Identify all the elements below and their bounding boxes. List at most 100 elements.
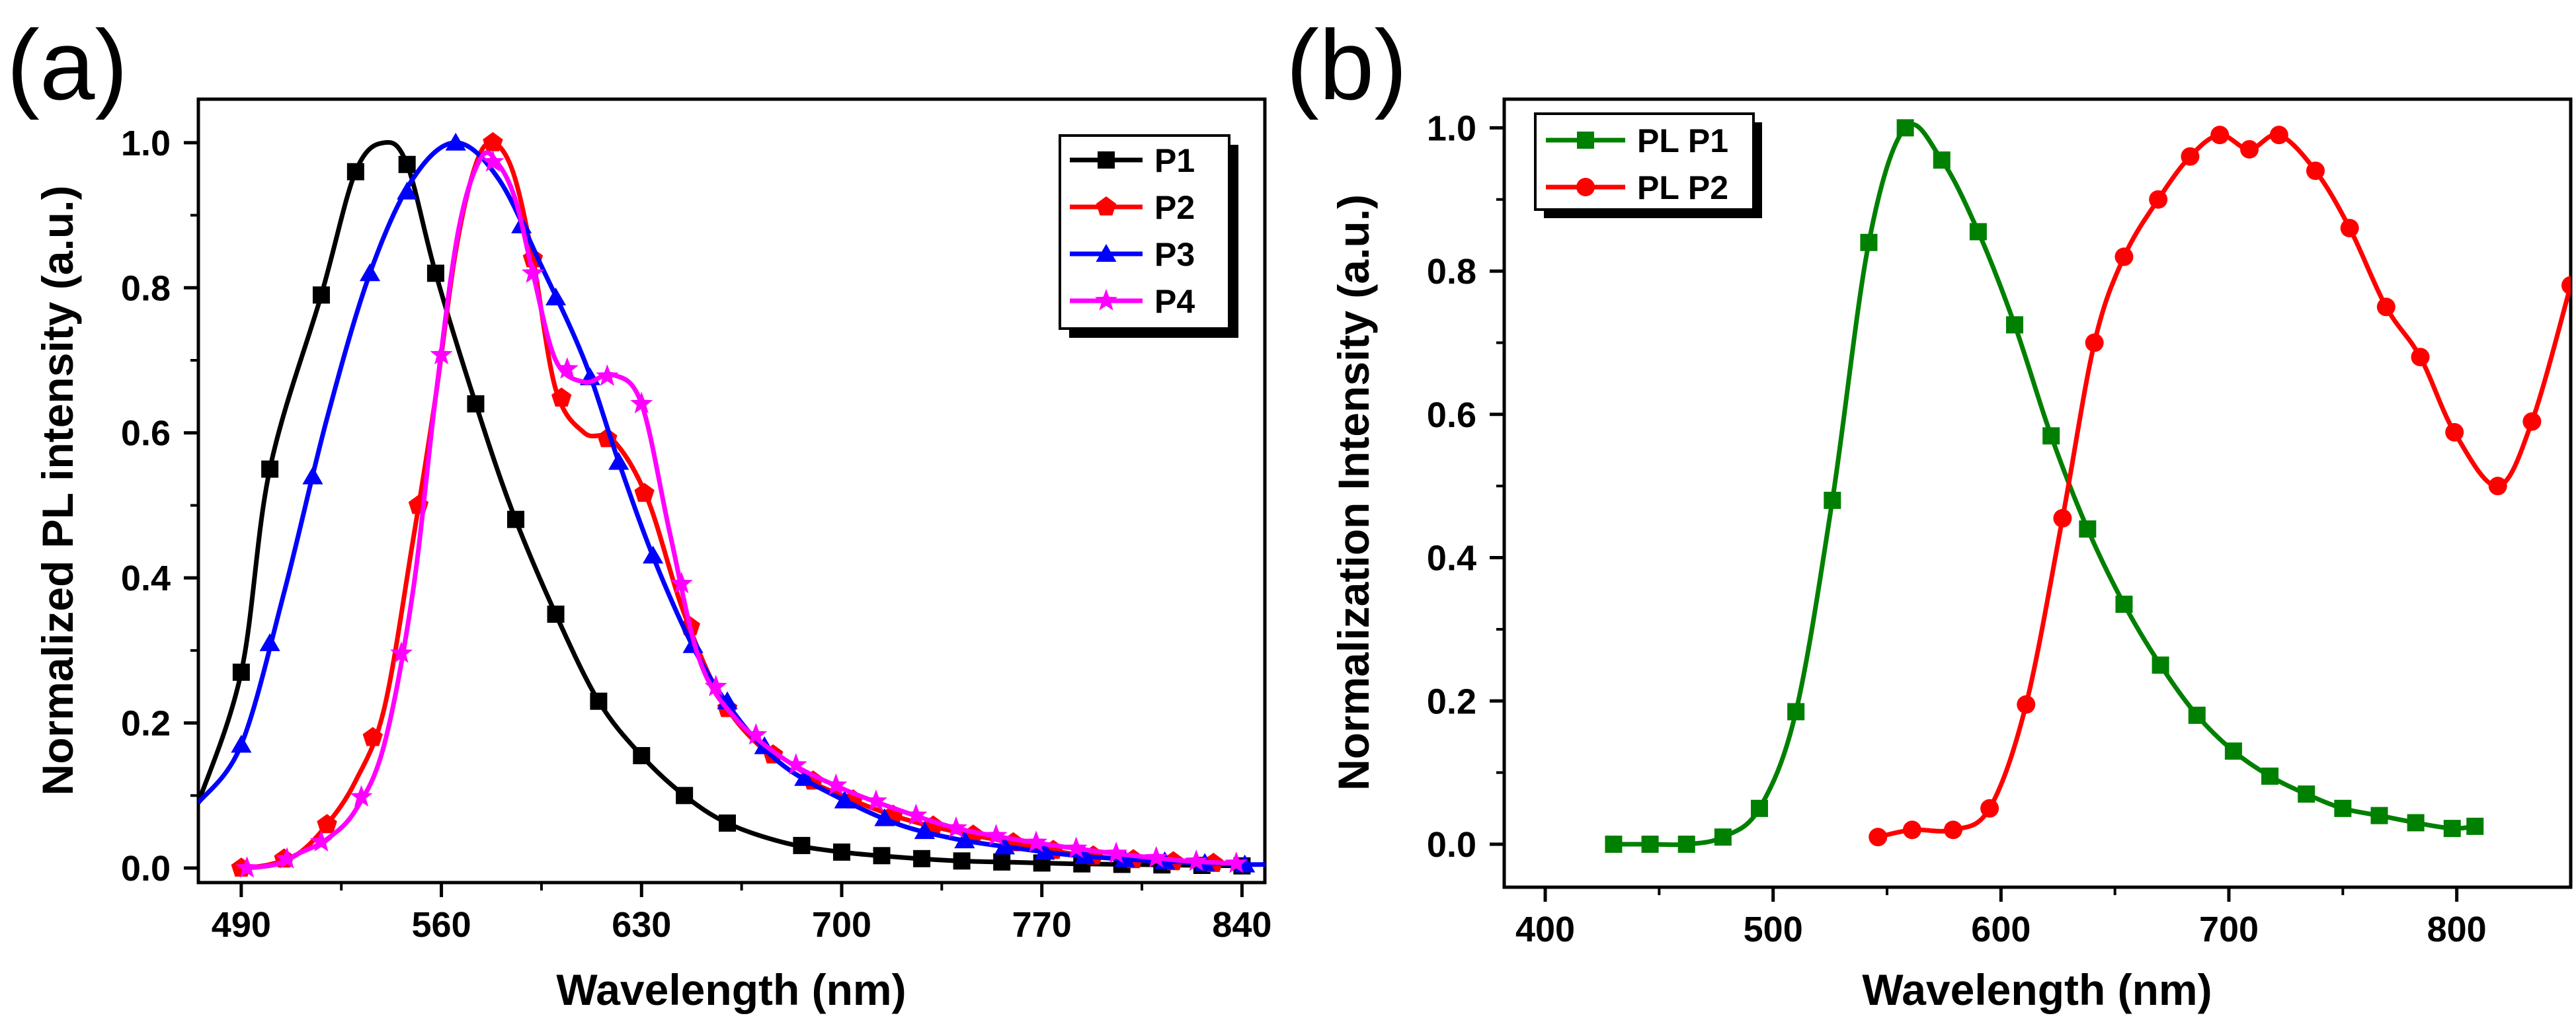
data-point-marker xyxy=(1185,850,1208,871)
data-point-marker xyxy=(676,787,694,805)
legend-marker xyxy=(1576,178,1595,196)
data-point-marker xyxy=(905,803,928,826)
data-point-marker xyxy=(312,286,330,304)
data-point-marker xyxy=(2376,297,2395,317)
data-point-marker xyxy=(2115,595,2133,613)
data-point-marker xyxy=(1943,820,1962,840)
data-point-marker xyxy=(643,545,664,564)
data-point-marker xyxy=(235,856,259,878)
data-point-marker xyxy=(2334,799,2352,817)
x-tick-label: 700 xyxy=(2199,910,2259,949)
y-tick-label: 0.4 xyxy=(1427,539,1476,578)
data-point-marker xyxy=(784,753,807,775)
data-point-marker xyxy=(2269,126,2288,145)
data-point-marker xyxy=(2466,817,2484,835)
data-point-marker xyxy=(2006,316,2024,334)
data-point-marker xyxy=(2445,422,2464,442)
data-point-marker xyxy=(913,850,931,867)
series-pl-p1 xyxy=(1605,119,2484,853)
data-point-marker xyxy=(1114,849,1135,867)
data-point-marker xyxy=(275,847,299,869)
data-point-marker xyxy=(2042,427,2060,445)
y-tick-label: 0.2 xyxy=(1427,682,1476,721)
legend-item: P3 xyxy=(1070,236,1195,273)
panel-b-chart: (b) 400 500 600 700 800 0.0 0.2 0.4 0.6 0.8 1.0 Wa… xyxy=(1286,9,2573,1014)
data-point-marker xyxy=(2240,139,2259,159)
data-point-marker xyxy=(2152,656,2169,674)
data-point-marker xyxy=(483,132,503,151)
y-tick-label: 0.0 xyxy=(1427,825,1476,865)
data-point-marker xyxy=(1145,846,1168,868)
y-tick-label: 0.6 xyxy=(121,414,171,454)
series-pl-p2 xyxy=(1869,126,2571,847)
data-point-marker xyxy=(745,723,768,745)
panel-b-label: (b) xyxy=(1286,9,1407,120)
data-point-marker xyxy=(1787,703,1805,721)
y-tick-label: 0.0 xyxy=(121,849,171,889)
data-point-marker xyxy=(231,734,252,753)
series-p4 xyxy=(235,150,1248,878)
data-point-marker xyxy=(993,853,1011,871)
x-tick-label: 490 xyxy=(212,905,271,945)
data-point-marker xyxy=(2085,333,2104,352)
data-point-marker xyxy=(1105,842,1128,863)
data-point-marker xyxy=(2306,161,2325,180)
legend-item: PL P2 xyxy=(1546,169,1728,206)
data-point-marker xyxy=(302,466,323,485)
y-tick-label: 1.0 xyxy=(121,124,171,163)
x-tick-label: 630 xyxy=(612,905,671,945)
data-point-marker xyxy=(1024,830,1048,852)
data-point-marker xyxy=(670,571,693,594)
panel-a-legend-box xyxy=(1059,134,1230,330)
data-point-marker xyxy=(1065,836,1088,858)
data-point-marker xyxy=(634,483,655,502)
data-point-marker xyxy=(994,836,1016,855)
data-point-marker xyxy=(430,342,453,365)
panel-a-y-axis-title: Normalized PL intensity (a.u.) xyxy=(33,186,82,796)
legend-item: PL P1 xyxy=(1546,122,1728,159)
legend-marker xyxy=(1096,244,1117,262)
data-point-marker xyxy=(630,391,653,414)
data-point-marker xyxy=(445,132,466,151)
data-point-marker xyxy=(1034,842,1055,860)
data-point-marker xyxy=(2298,785,2315,803)
data-point-marker xyxy=(2522,412,2542,431)
panel-a-chart: (a) 490 560 630 700 770 840 0.0 0.2 0.4 0.6 0.8 1.0… xyxy=(7,9,1271,1014)
data-point-marker xyxy=(914,821,935,840)
y-tick-label: 1.0 xyxy=(1427,108,1476,148)
legend-marker xyxy=(1098,151,1115,169)
data-point-marker xyxy=(832,843,850,861)
data-point-marker xyxy=(362,727,383,746)
legend-marker xyxy=(1577,132,1594,149)
data-point-marker xyxy=(2488,477,2507,496)
data-point-marker xyxy=(2340,219,2359,238)
data-point-marker xyxy=(346,163,364,180)
legend-label: PL P2 xyxy=(1637,169,1728,206)
data-point-marker xyxy=(232,663,250,681)
data-point-marker xyxy=(2411,348,2430,367)
y-tick-label: 0.6 xyxy=(1427,395,1476,435)
data-point-marker xyxy=(309,830,333,852)
data-point-marker xyxy=(719,814,737,832)
panel-a-plot-frame xyxy=(196,97,1267,885)
panel-b-legend-box xyxy=(1534,112,1755,211)
data-point-marker xyxy=(1896,119,1914,137)
data-point-marker xyxy=(2443,820,2461,838)
data-point-marker xyxy=(359,263,381,282)
data-point-marker xyxy=(397,181,418,200)
data-point-marker xyxy=(481,150,504,172)
x-tick-label: 400 xyxy=(1515,910,1575,949)
data-point-marker xyxy=(1933,151,1951,169)
data-point-marker xyxy=(1869,828,1888,847)
data-point-marker xyxy=(545,287,567,305)
data-point-marker xyxy=(551,387,572,407)
data-point-marker xyxy=(834,790,855,809)
panel-a-label: (a) xyxy=(7,9,128,120)
data-point-marker xyxy=(2561,276,2571,295)
data-point-marker xyxy=(2053,508,2072,528)
data-point-marker xyxy=(2370,807,2388,824)
data-point-marker xyxy=(398,155,416,173)
data-point-marker xyxy=(793,836,811,854)
legend-label: PL P1 xyxy=(1637,122,1728,159)
